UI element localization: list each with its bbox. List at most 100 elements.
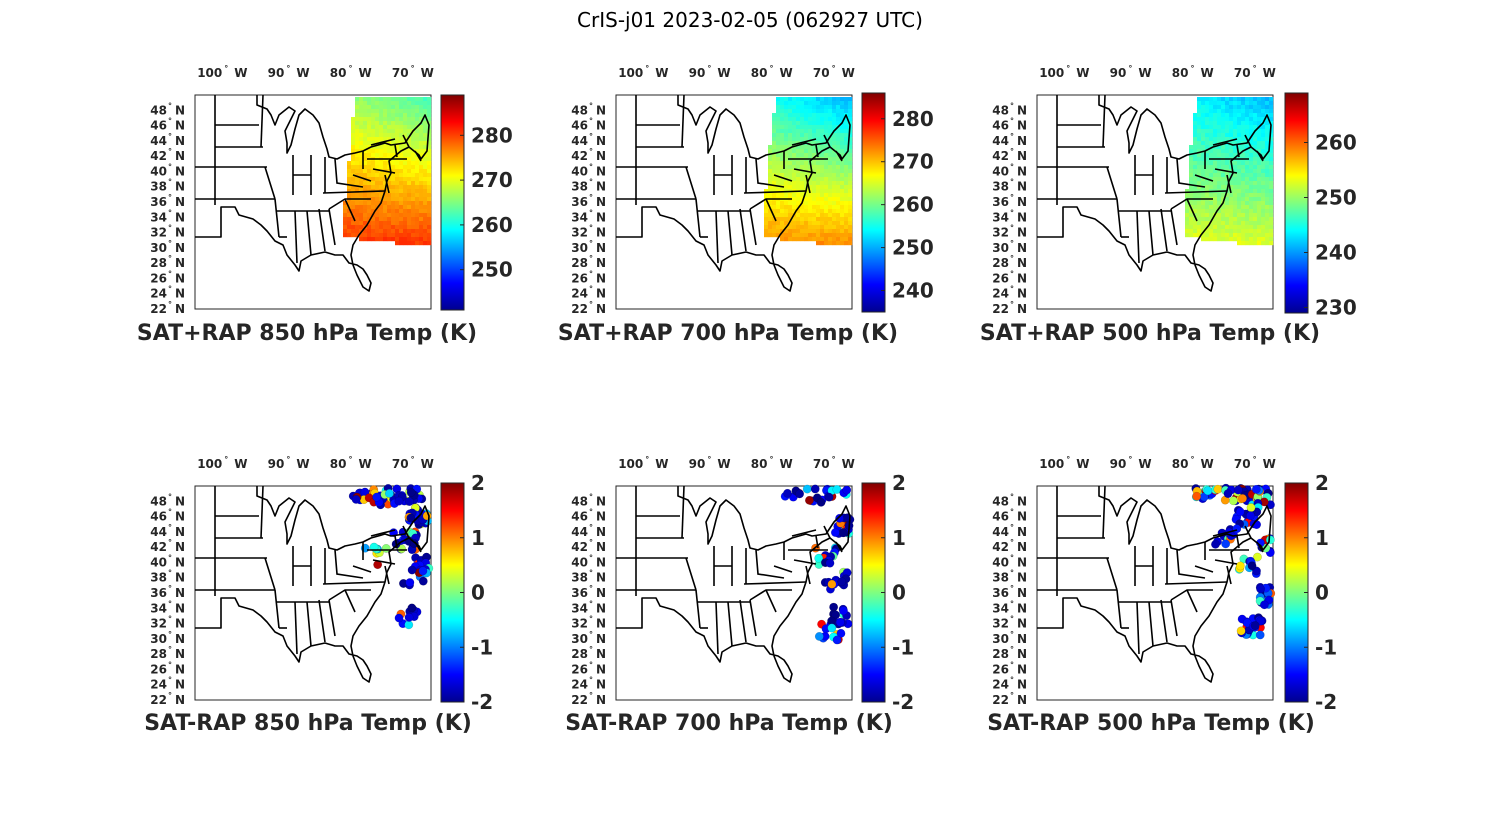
swath-pixel [848, 105, 853, 110]
swath-pixel [828, 221, 833, 226]
swath-pixel [1225, 121, 1230, 126]
swath-pixel [1233, 225, 1238, 230]
state-border [318, 208, 326, 252]
swath-pixel [1245, 149, 1250, 154]
swath-pixel [812, 149, 817, 154]
swath-pixel [840, 205, 845, 210]
lat-tick-label: 34 ° N [150, 599, 185, 615]
degree-symbol: ° [1010, 553, 1014, 562]
swath-pixel [423, 205, 428, 210]
lat-tick-hemisphere: N [1017, 119, 1027, 133]
swath-pixel [351, 181, 356, 186]
degree-symbol: ° [168, 132, 172, 141]
swath-pixel [1261, 141, 1266, 146]
colorbar-tick-label: 250 [1315, 186, 1357, 210]
swath-pixel [848, 177, 853, 182]
degree-symbol: ° [1010, 300, 1014, 309]
swath-pixel [1221, 213, 1226, 218]
swath-pixel [840, 153, 845, 158]
swath-pixel [1193, 181, 1198, 186]
swath-pixel [387, 185, 392, 190]
swath-pixel [1229, 185, 1234, 190]
swath-pixel [1229, 105, 1234, 110]
colorbar-tick-label: 250 [471, 258, 513, 282]
swath-pixel [371, 169, 376, 174]
swath-pixel [772, 209, 777, 214]
swath-pixel [840, 145, 845, 150]
swath-pixel [379, 101, 384, 106]
state-border [370, 138, 396, 146]
swath-pixel [848, 137, 853, 142]
swath-pixel [780, 101, 785, 106]
swath-pixel [1257, 145, 1262, 150]
swath-pixel [812, 113, 817, 118]
colorbar: 210-1-2 [1284, 471, 1337, 714]
swath-pixel [375, 125, 380, 130]
swath-pixel [395, 101, 400, 106]
swath-pixel [1213, 137, 1218, 142]
swath-pixel [375, 97, 380, 102]
swath-pixel [359, 145, 364, 150]
swath-pixel [1269, 173, 1274, 178]
swath-pixel [1201, 225, 1206, 230]
swath-pixel [387, 193, 392, 198]
swath-pixel [832, 137, 837, 142]
swath-pixel [1213, 101, 1218, 106]
swath-pixel [1189, 213, 1194, 218]
swath-pixel [1197, 157, 1202, 162]
swath-pixel [427, 237, 432, 242]
state-border [1170, 599, 1178, 637]
lat-tick-hemisphere: N [596, 540, 606, 554]
difference-point [1203, 486, 1213, 496]
swath-pixel [375, 201, 380, 206]
lat-tick-hemisphere: N [1017, 164, 1027, 178]
difference-point [1255, 630, 1265, 640]
swath-pixel [351, 117, 356, 122]
swath-pixel [387, 213, 392, 218]
difference-point [418, 576, 428, 586]
swath-pixel [1249, 181, 1254, 186]
swath-pixel [840, 189, 845, 194]
swath-pixel [1197, 129, 1202, 134]
swath-pixel [395, 161, 400, 166]
swath-pixel [800, 97, 805, 102]
swath-pixel [832, 153, 837, 158]
swath-pixel [419, 153, 424, 158]
swath-pixel [1197, 225, 1202, 230]
swath-pixel [848, 109, 853, 114]
swath-pixel [1249, 161, 1254, 166]
swath-pixel [792, 205, 797, 210]
swath-pixel [1265, 213, 1270, 218]
swath-pixel [427, 141, 432, 146]
difference-point [802, 484, 812, 494]
swath-pixel [391, 129, 396, 134]
lat-tick-hemisphere: N [1017, 287, 1027, 301]
swath-pixel [784, 97, 789, 102]
colorbar-tick-label: 2 [1315, 471, 1329, 495]
lat-tick-hemisphere: N [596, 494, 606, 508]
swath-pixel [804, 193, 809, 198]
swath-pixel [375, 209, 380, 214]
swath-pixel [772, 149, 777, 154]
swath-pixel [403, 105, 408, 110]
lon-tick-label: 80 ° W [330, 455, 372, 471]
swath-pixel [411, 189, 416, 194]
swath-pixel [1193, 165, 1198, 170]
swath-pixel [804, 205, 809, 210]
lon-tick-label: 100 ° W [197, 64, 247, 80]
swath-pixel [395, 209, 400, 214]
degree-symbol: ° [1010, 254, 1014, 263]
swath-pixel [1229, 125, 1234, 130]
swath-pixel [423, 189, 428, 194]
degree-symbol: ° [645, 64, 649, 73]
swath-pixel [796, 153, 801, 158]
lat-tick-hemisphere: N [596, 693, 606, 707]
lat-tick-label: 40 ° N [571, 162, 606, 178]
swath-pixel [1217, 125, 1222, 130]
swath-pixel [840, 181, 845, 186]
swath-pixel [1209, 105, 1214, 110]
swath-pixel [351, 209, 356, 214]
colorbar-gradient [861, 92, 886, 313]
lat-tick-degree: 36 [571, 195, 588, 209]
lat-tick-label: 40 ° N [992, 553, 1027, 569]
